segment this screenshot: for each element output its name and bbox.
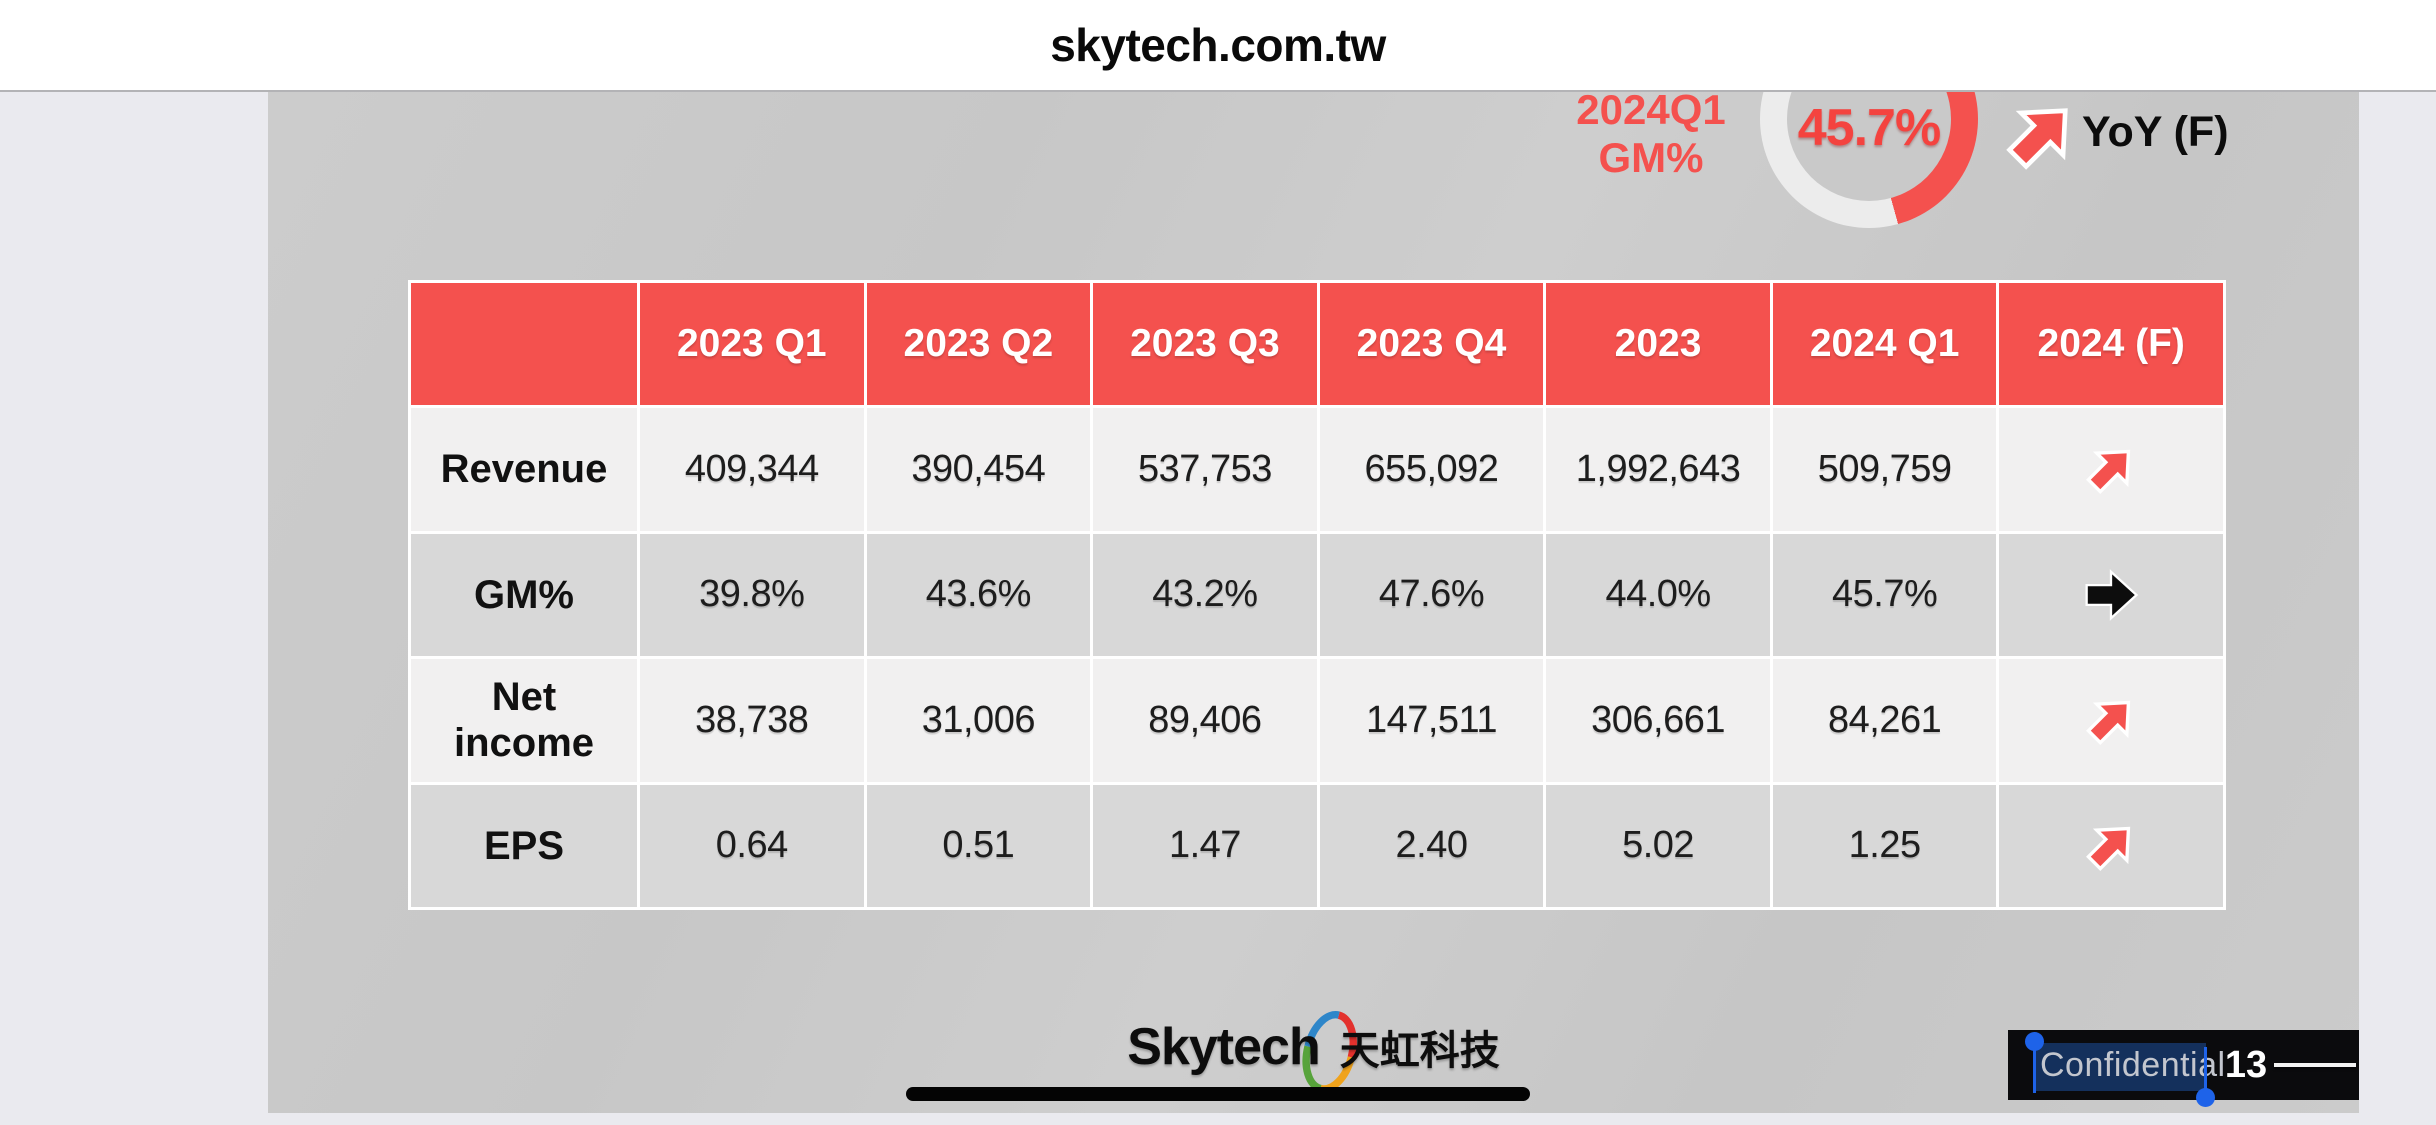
trend-flat-arrow-icon xyxy=(1999,533,2223,656)
selection-start-handle[interactable] xyxy=(2025,1032,2044,1051)
row-label-revenue: Revenue xyxy=(411,408,637,531)
row-label-eps: EPS xyxy=(411,784,637,907)
table-cell: 31,006 xyxy=(866,659,1091,782)
table-cell: 39.8% xyxy=(640,533,864,656)
row-label-net-income: Net income xyxy=(411,659,637,782)
table-cell: 44.0% xyxy=(1546,533,1770,656)
table-header-2024q1: 2024 Q1 xyxy=(1772,283,1997,405)
table-header-blank xyxy=(411,283,637,405)
table-cell: 0.51 xyxy=(866,784,1091,907)
table-cell: 390,454 xyxy=(866,408,1091,531)
skytech-logo-text: Skytech xyxy=(1127,1017,1320,1076)
page-number: 13 xyxy=(2224,1043,2268,1086)
slide-page: 2024Q1 GM% 45.7% YoY (F) 2023 Q1 2023 Q2… xyxy=(268,92,2359,1113)
gm-highlight-label-line1: 2024Q1 xyxy=(1576,92,1726,133)
table-cell: 5.02 xyxy=(1546,784,1770,907)
trend-up-arrow-icon xyxy=(1999,784,2223,907)
page-number-divider xyxy=(2274,1063,2356,1067)
table-cell: 43.6% xyxy=(866,533,1091,656)
trend-up-arrow-icon xyxy=(1999,659,2223,782)
table-cell: 409,344 xyxy=(640,408,864,531)
table-cell: 509,759 xyxy=(1772,408,1997,531)
table-cell: 84,261 xyxy=(1772,659,1997,782)
financial-table: 2023 Q1 2023 Q2 2023 Q3 2023 Q4 2023 202… xyxy=(408,280,2226,910)
gm-donut-value: 45.7% xyxy=(1797,99,1941,157)
selection-start-caret[interactable] xyxy=(2033,1043,2036,1093)
table-header-2023q4: 2023 Q4 xyxy=(1319,283,1544,405)
table-cell: 0.64 xyxy=(640,784,864,907)
table-cell: 45.7% xyxy=(1772,533,1997,656)
table-cell: 2.40 xyxy=(1319,784,1544,907)
confidential-footer: Confidential 13 xyxy=(2008,1030,2359,1107)
confidential-label[interactable]: Confidential xyxy=(2040,1045,2226,1084)
table-cell: 43.2% xyxy=(1093,533,1317,656)
table-cell: 1,992,643 xyxy=(1546,408,1770,531)
table-cell: 306,661 xyxy=(1546,659,1770,782)
gm-highlight-label: 2024Q1 GM% xyxy=(1551,92,1751,182)
table-cell: 537,753 xyxy=(1093,408,1317,531)
selection-end-handle[interactable] xyxy=(2196,1088,2215,1107)
text-selection-highlight xyxy=(2034,1043,2206,1091)
table-cell: 1.25 xyxy=(1772,784,1997,907)
gm-donut-ring: 45.7% xyxy=(1760,92,1978,228)
gm-highlight-label-line2: GM% xyxy=(1598,134,1704,181)
skytech-logo: Skytech 天虹科技 xyxy=(268,995,2359,1098)
table-header-2023q3: 2023 Q3 xyxy=(1093,283,1317,405)
table-cell: 38,738 xyxy=(640,659,864,782)
skytech-logo-cjk-text: 天虹科技 xyxy=(1339,1028,1500,1073)
trend-up-arrow-icon xyxy=(1999,408,2223,531)
home-indicator[interactable] xyxy=(906,1087,1530,1101)
table-cell: 655,092 xyxy=(1319,408,1544,531)
table-header-2023q2: 2023 Q2 xyxy=(866,283,1091,405)
table-header-2023q1: 2023 Q1 xyxy=(640,283,864,405)
url-title[interactable]: skytech.com.tw xyxy=(1050,19,1386,71)
table-cell: 147,511 xyxy=(1319,659,1544,782)
table-cell: 1.47 xyxy=(1093,784,1317,907)
selection-end-caret[interactable] xyxy=(2204,1047,2207,1097)
table-cell: 47.6% xyxy=(1319,533,1544,656)
browser-top-bar: skytech.com.tw xyxy=(0,0,2436,92)
table-header-2024f: 2024 (F) xyxy=(1999,283,2223,405)
table-cell: 89,406 xyxy=(1093,659,1317,782)
row-label-gm: GM% xyxy=(411,533,637,656)
table-header-2023: 2023 xyxy=(1546,283,1770,405)
yoy-legend-label: YoY (F) xyxy=(2082,108,2229,156)
yoy-up-arrow-icon xyxy=(2002,96,2080,179)
